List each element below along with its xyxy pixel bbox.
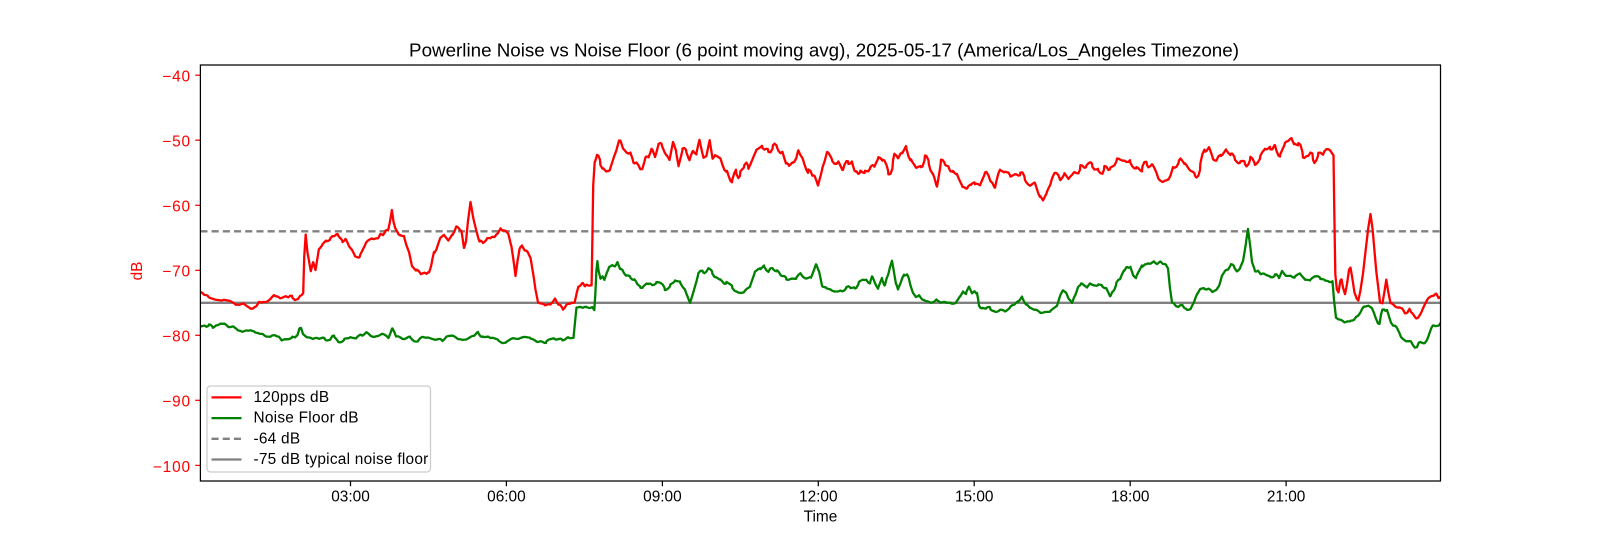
svg-text:dB: dB [129, 262, 146, 281]
svg-text:−40: −40 [162, 69, 191, 86]
svg-text:03:00: 03:00 [331, 488, 370, 505]
svg-text:−50: −50 [162, 134, 191, 151]
svg-text:-75 dB typical noise floor: -75 dB typical noise floor [254, 451, 429, 468]
svg-text:−100: −100 [153, 459, 191, 476]
svg-text:18:00: 18:00 [1111, 488, 1150, 505]
svg-text:120pps dB: 120pps dB [254, 389, 330, 406]
svg-text:Time: Time [804, 509, 838, 526]
svg-text:12:00: 12:00 [799, 488, 838, 505]
svg-text:−90: −90 [162, 394, 191, 411]
svg-text:Powerline Noise vs Noise Floor: Powerline Noise vs Noise Floor (6 point … [409, 40, 1239, 62]
svg-text:21:00: 21:00 [1267, 488, 1306, 505]
svg-text:−60: −60 [162, 199, 191, 216]
svg-text:−80: −80 [162, 329, 191, 346]
svg-text:−70: −70 [162, 264, 191, 281]
svg-text:09:00: 09:00 [643, 488, 682, 505]
svg-text:-64 dB: -64 dB [254, 430, 301, 447]
svg-text:06:00: 06:00 [487, 488, 526, 505]
svg-text:Noise Floor dB: Noise Floor dB [254, 410, 359, 427]
svg-text:15:00: 15:00 [955, 488, 994, 505]
